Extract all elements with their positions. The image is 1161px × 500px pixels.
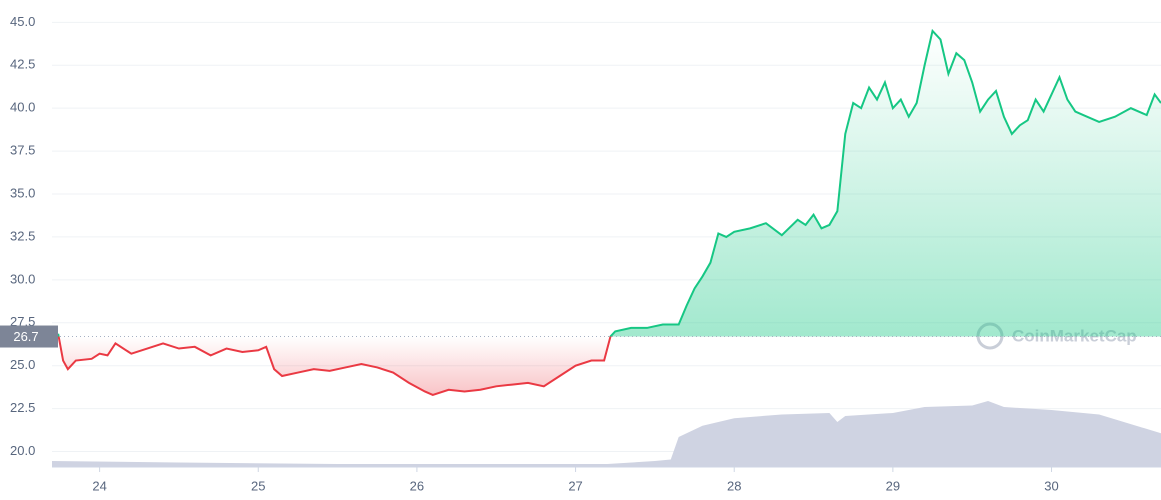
y-tick-label: 27.5	[10, 314, 35, 329]
y-tick-label: 32.5	[10, 228, 35, 243]
x-tick-label: 25	[251, 478, 265, 493]
y-tick-label: 42.5	[10, 57, 35, 72]
x-tick-label: 30	[1044, 478, 1058, 493]
volume-area	[52, 401, 1161, 467]
price-line-down	[51, 336, 612, 396]
x-tick-label: 28	[727, 478, 741, 493]
x-tick-label: 24	[92, 478, 106, 493]
price-area-up	[52, 30, 1161, 337]
baseline-label: 26.7	[13, 329, 38, 344]
y-tick-label: 30.0	[10, 271, 35, 286]
x-tick-label: 26	[410, 478, 424, 493]
x-tick-label: 27	[568, 478, 582, 493]
y-tick-label: 45.0	[10, 14, 35, 29]
y-tick-label: 20.0	[10, 443, 35, 458]
y-tick-label: 25.0	[10, 357, 35, 372]
price-area-down	[52, 336, 1161, 395]
y-tick-label: 22.5	[10, 400, 35, 415]
x-tick-label: 29	[886, 478, 900, 493]
y-tick-label: 40.0	[10, 100, 35, 115]
y-tick-label: 35.0	[10, 185, 35, 200]
y-tick-label: 37.5	[10, 143, 35, 158]
price-line-up	[51, 28, 1161, 337]
baseline-label-box	[0, 325, 58, 348]
